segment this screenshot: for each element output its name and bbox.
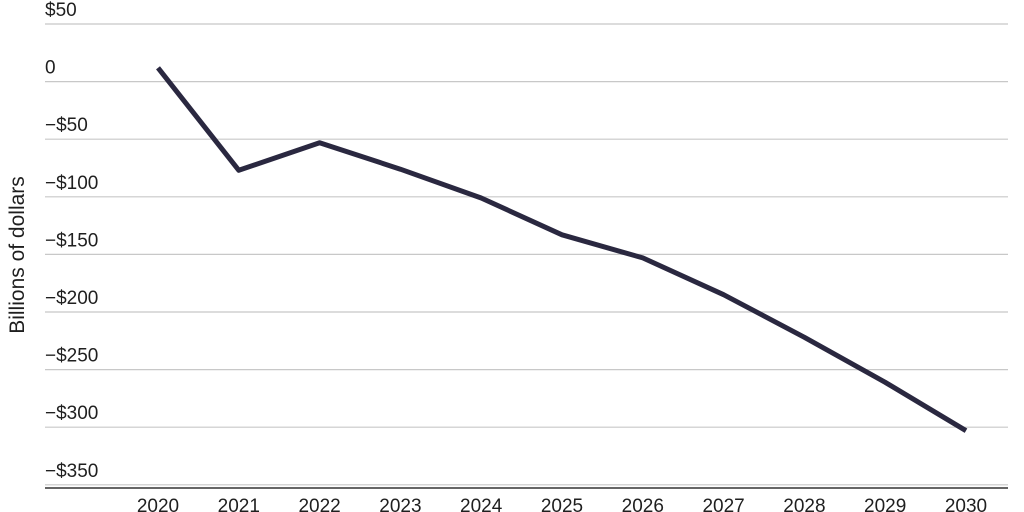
x-tick-label: 2027 [702,496,744,512]
x-tick-label: 2030 [945,496,987,512]
x-tick-label: 2029 [864,496,906,512]
gridlines [45,23,1008,486]
y-tick-labels: $50 0 −$50 −$100 −$150 −$200 −$250 −$300 −$350 [45,0,98,482]
x-tick-label: 2020 [137,496,179,512]
x-tick-label: 2022 [298,496,340,512]
y-tick-label: −$350 [45,461,98,482]
y-tick-label: −$200 [45,288,98,309]
y-tick-label: $50 [45,0,77,21]
y-tick-label: −$100 [45,173,98,194]
x-tick-label: 2026 [622,496,664,512]
x-tick-labels: 2020 2021 2022 2023 2024 2025 2026 2027 2028 2029… [137,496,987,512]
x-tick-label: 2024 [460,496,503,512]
x-tick-label: 2028 [783,496,825,512]
y-axis-title: Billions of dollars [6,176,29,334]
y-tick-label: −$50 [45,115,88,136]
y-tick-label: −$300 [45,403,98,424]
x-tick-label: 2021 [218,496,260,512]
x-tick-label: 2025 [541,496,583,512]
y-tick-label: −$250 [45,346,98,367]
y-tick-label: 0 [45,58,56,79]
series-line [156,66,968,433]
series-lines [156,66,968,433]
x-tick-label: 2023 [379,496,421,512]
y-tick-label: −$150 [45,230,98,251]
